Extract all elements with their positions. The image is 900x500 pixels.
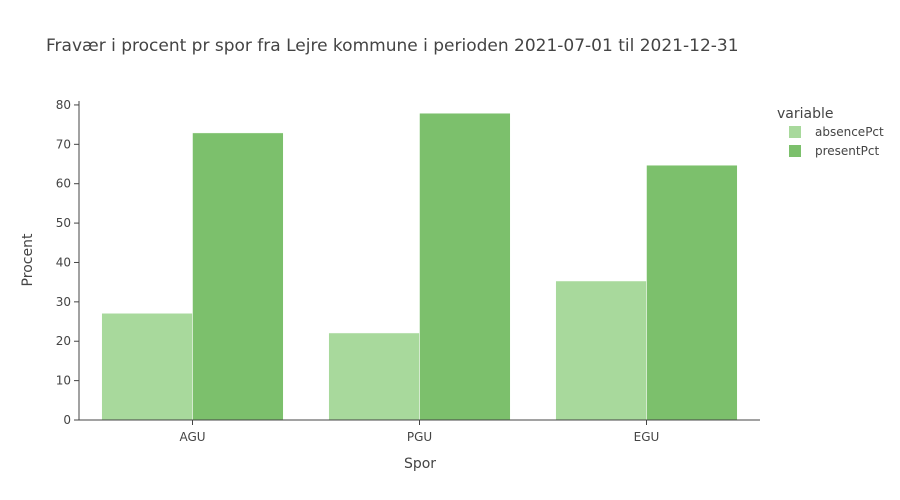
x-tick-label: EGU xyxy=(634,430,660,444)
legend-title: variable xyxy=(777,106,833,122)
x-ticks: AGU PGU EGU xyxy=(179,420,659,444)
legend-label-presentPct: presentPct xyxy=(815,144,879,158)
x-axis-title: Spor xyxy=(404,456,436,472)
y-tick-label: 0 xyxy=(63,413,71,427)
y-tick-label: 70 xyxy=(56,137,71,151)
y-tick-label: 20 xyxy=(56,334,71,348)
y-axis-title: Procent xyxy=(20,233,36,286)
y-tick-label: 40 xyxy=(56,255,71,269)
x-tick-label: PGU xyxy=(407,430,432,444)
legend-swatch-presentPct xyxy=(789,145,801,157)
bars-group xyxy=(101,112,738,421)
bar-absencePct-EGU xyxy=(555,280,647,421)
y-tick-label: 50 xyxy=(56,216,71,230)
legend: variable absencePct presentPct xyxy=(777,106,884,158)
bar-presentPct-PGU xyxy=(419,112,511,421)
chart-title: Fravær i procent pr spor fra Lejre kommu… xyxy=(46,36,739,56)
x-tick-label: AGU xyxy=(179,430,205,444)
y-tick-label: 10 xyxy=(56,374,71,388)
y-tick-label: 80 xyxy=(56,98,71,112)
legend-label-absencePct: absencePct xyxy=(815,125,884,139)
bar-absencePct-PGU xyxy=(328,332,420,421)
y-tick-label: 60 xyxy=(56,177,71,191)
y-ticks: 0 10 20 30 40 50 60 70 80 xyxy=(56,98,79,427)
bar-presentPct-AGU xyxy=(192,132,284,421)
bar-presentPct-EGU xyxy=(646,164,738,421)
bar-absencePct-AGU xyxy=(101,313,193,421)
legend-swatch-absencePct xyxy=(789,126,801,138)
y-tick-label: 30 xyxy=(56,295,71,309)
